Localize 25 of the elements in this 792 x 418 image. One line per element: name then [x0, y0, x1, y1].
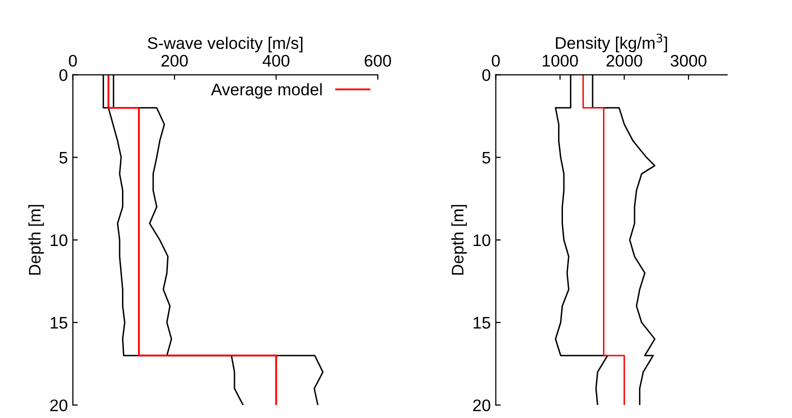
- y-tick-label: 10: [50, 234, 68, 246]
- y-tick-label: 15: [474, 317, 490, 329]
- x-tick-label: 0: [68, 54, 77, 67]
- x-axis-title: Density [kg/m$^{3}$]: [556, 34, 668, 52]
- x-tick-label: 0: [492, 54, 500, 67]
- x-tick-label: 600: [364, 54, 392, 67]
- y-tick-label: 20: [50, 399, 68, 412]
- y-tick-label: 0: [482, 69, 490, 82]
- y-tick-label: 15: [50, 317, 68, 329]
- x-tick-label: 3000: [670, 54, 706, 67]
- y-axis-title: Depth [m]: [28, 204, 44, 275]
- y-axis-title: Depth [m]: [451, 204, 467, 275]
- y-tick-label: 20: [473, 399, 490, 412]
- x-tick-label: 200: [161, 54, 188, 67]
- y-tick-label: 5: [59, 152, 68, 164]
- x-tick-label: 400: [262, 54, 290, 67]
- y-tick-label: 10: [474, 234, 490, 246]
- y-tick-label: 0: [59, 69, 68, 82]
- x-tick-label: 1000: [542, 54, 578, 67]
- x-tick-label: 2000: [606, 54, 642, 67]
- line-series: [108, 74, 278, 406]
- y-tick-label: 5: [482, 152, 490, 164]
- line-series: [582, 74, 625, 406]
- x-axis-title: S-wave velocity [m/s]: [148, 36, 302, 52]
- legend-label: Average model: [211, 83, 322, 99]
